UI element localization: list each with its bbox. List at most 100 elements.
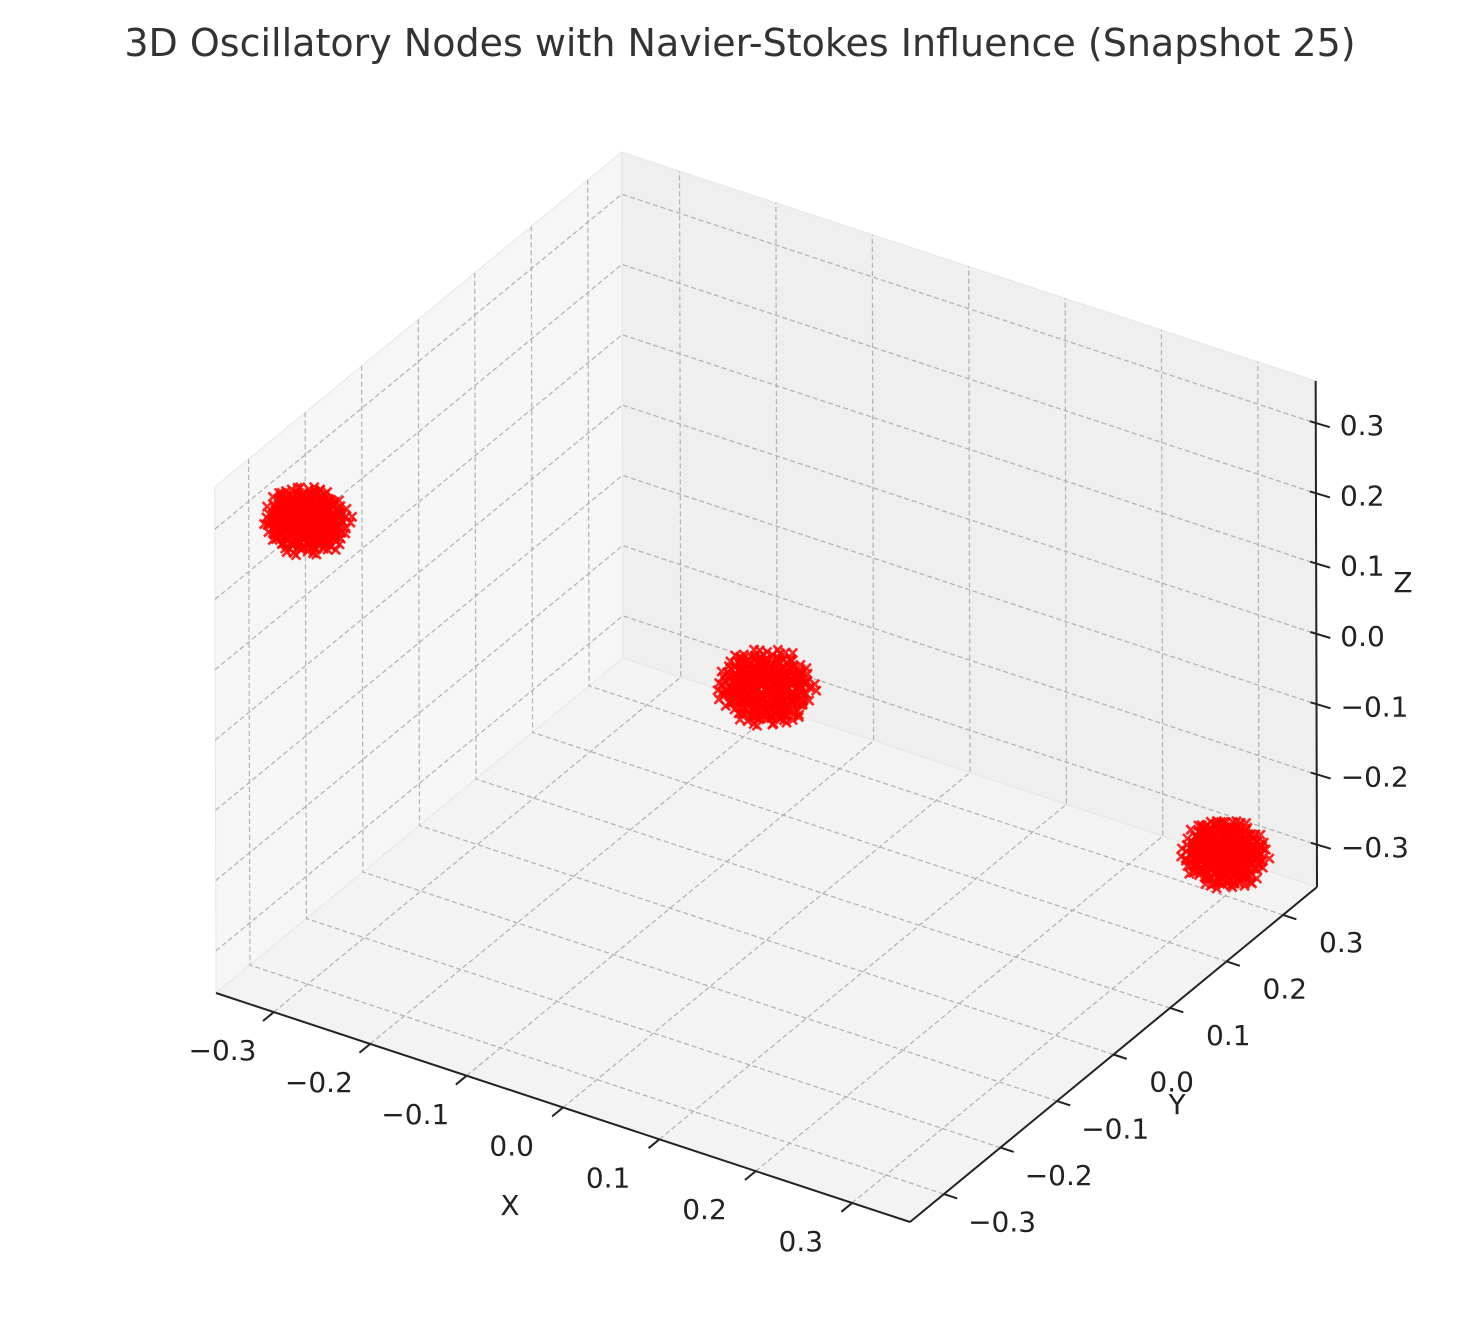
x-tick-3	[551, 1106, 564, 1118]
z-axis-label: Z	[1393, 566, 1412, 599]
y-tick-6	[1282, 913, 1297, 921]
y-tick-label-2: −0.1	[1081, 1112, 1149, 1145]
scatter-point	[738, 649, 750, 661]
z-tick-label-4: 0.1	[1340, 550, 1385, 583]
y-tick-3	[1113, 1053, 1128, 1060]
scatter-point	[787, 647, 799, 659]
scatter-point	[757, 679, 769, 691]
y-tick-0	[943, 1193, 958, 1200]
y-tick-5	[1226, 960, 1241, 967]
y-tick-label-3: 0.0	[1149, 1066, 1194, 1099]
x-tick-4	[647, 1138, 661, 1149]
z-tick-4	[1309, 560, 1331, 569]
scatter-point	[766, 719, 778, 730]
scatter-point	[311, 500, 323, 512]
scatter-point	[779, 700, 791, 712]
scatter-point	[748, 679, 760, 691]
scatter-point	[1263, 853, 1275, 864]
x-tick-label-6: 0.3	[779, 1225, 824, 1258]
x-tick-6	[840, 1202, 853, 1213]
y-tick-2	[1056, 1100, 1071, 1107]
z-tick-6	[1309, 420, 1331, 429]
x-tick-label-0: −0.3	[189, 1034, 257, 1067]
y-grid-line-4	[474, 272, 1171, 1009]
x-grid-line-6	[851, 361, 1260, 1204]
y-grid-line-5	[530, 226, 1227, 962]
scatter-point	[780, 683, 792, 695]
scatter-point	[800, 688, 812, 700]
x-tick-label-3: 0.0	[489, 1130, 534, 1163]
scatter-point	[346, 511, 358, 523]
scatter-point	[333, 494, 345, 506]
y-tick-label-1: −0.2	[1025, 1159, 1093, 1192]
scatter-point	[1240, 854, 1252, 866]
scatter-point	[803, 695, 815, 707]
z-tick-label-6: 0.3	[1340, 409, 1385, 442]
z-tick-2	[1310, 701, 1331, 710]
scatter-point	[1251, 873, 1263, 884]
x-axis-label: X	[500, 1189, 519, 1222]
scatter-point	[799, 677, 811, 689]
scatter-point	[761, 646, 773, 658]
scatter-point	[294, 481, 306, 493]
y-grid-line-6	[587, 179, 1284, 916]
x-tick-label-1: −0.2	[285, 1066, 353, 1099]
tick-marks	[262, 420, 1332, 1213]
scatter-point	[748, 682, 760, 694]
scatter-point	[739, 673, 751, 685]
scatter-point	[785, 653, 796, 665]
scatter-point	[308, 481, 320, 493]
y-tick-label-5: 0.2	[1263, 973, 1308, 1006]
y-tick-label-6: 0.3	[1319, 926, 1364, 959]
scatter-point	[1260, 844, 1272, 856]
scatter-point	[267, 491, 279, 503]
x-grid-line-1	[369, 202, 778, 1045]
y-axis-label: Y	[1167, 1088, 1186, 1121]
scatter-point	[802, 668, 813, 680]
x-tick-label-2: −0.1	[381, 1098, 449, 1131]
x-tick-2	[455, 1074, 468, 1086]
y-grid-line-0	[248, 459, 945, 1195]
scatter-point	[786, 696, 798, 708]
x-grid-line-3	[562, 266, 971, 1108]
scatter-point	[1245, 842, 1257, 853]
x-tick-label-5: 0.2	[682, 1193, 727, 1226]
z-tick-label-1: −0.2	[1341, 761, 1409, 794]
y-tick-label-0: −0.3	[968, 1205, 1036, 1238]
scatter-point	[337, 508, 348, 520]
y-tick-label-4: 0.1	[1206, 1019, 1251, 1052]
z-tick-1	[1310, 771, 1331, 780]
scatter-point	[780, 666, 792, 677]
chart-title: 3D Oscillatory Nodes with Navier-Stokes …	[124, 21, 1355, 65]
grid-lines	[214, 171, 1318, 1204]
scatter-point	[277, 505, 288, 517]
z-tick-label-2: −0.1	[1341, 690, 1409, 723]
z-tick-label-0: −0.3	[1341, 831, 1409, 864]
y-grid-line-3	[417, 319, 1114, 1056]
x-grid-line-4	[659, 298, 1068, 1140]
z-tick-label-3: 0.0	[1340, 620, 1385, 653]
scatter-point	[763, 668, 775, 680]
x-tick-5	[744, 1170, 757, 1181]
z-tick-3	[1310, 631, 1331, 639]
scatter-point	[1204, 822, 1216, 834]
z-tick-5	[1309, 490, 1331, 499]
z-tick-0	[1310, 841, 1332, 850]
y-tick-1	[1000, 1146, 1015, 1153]
y-tick-4	[1169, 1007, 1184, 1014]
y-grid-line-1	[304, 412, 1001, 1149]
scatter-point	[326, 510, 338, 522]
scatter-point	[284, 489, 296, 501]
y-grid-line-2	[361, 365, 1058, 1102]
scatter-point	[1254, 829, 1266, 841]
scatter-point	[809, 678, 821, 690]
scatter-point	[793, 709, 805, 721]
scatter-point	[314, 484, 326, 496]
scatter-points	[258, 481, 1275, 894]
x-tick-1	[358, 1043, 371, 1054]
x-grid-line-0	[273, 171, 682, 1013]
x-grid-line-2	[466, 234, 875, 1077]
scatter-point	[313, 511, 325, 523]
x-grid-line-5	[755, 330, 1164, 1172]
